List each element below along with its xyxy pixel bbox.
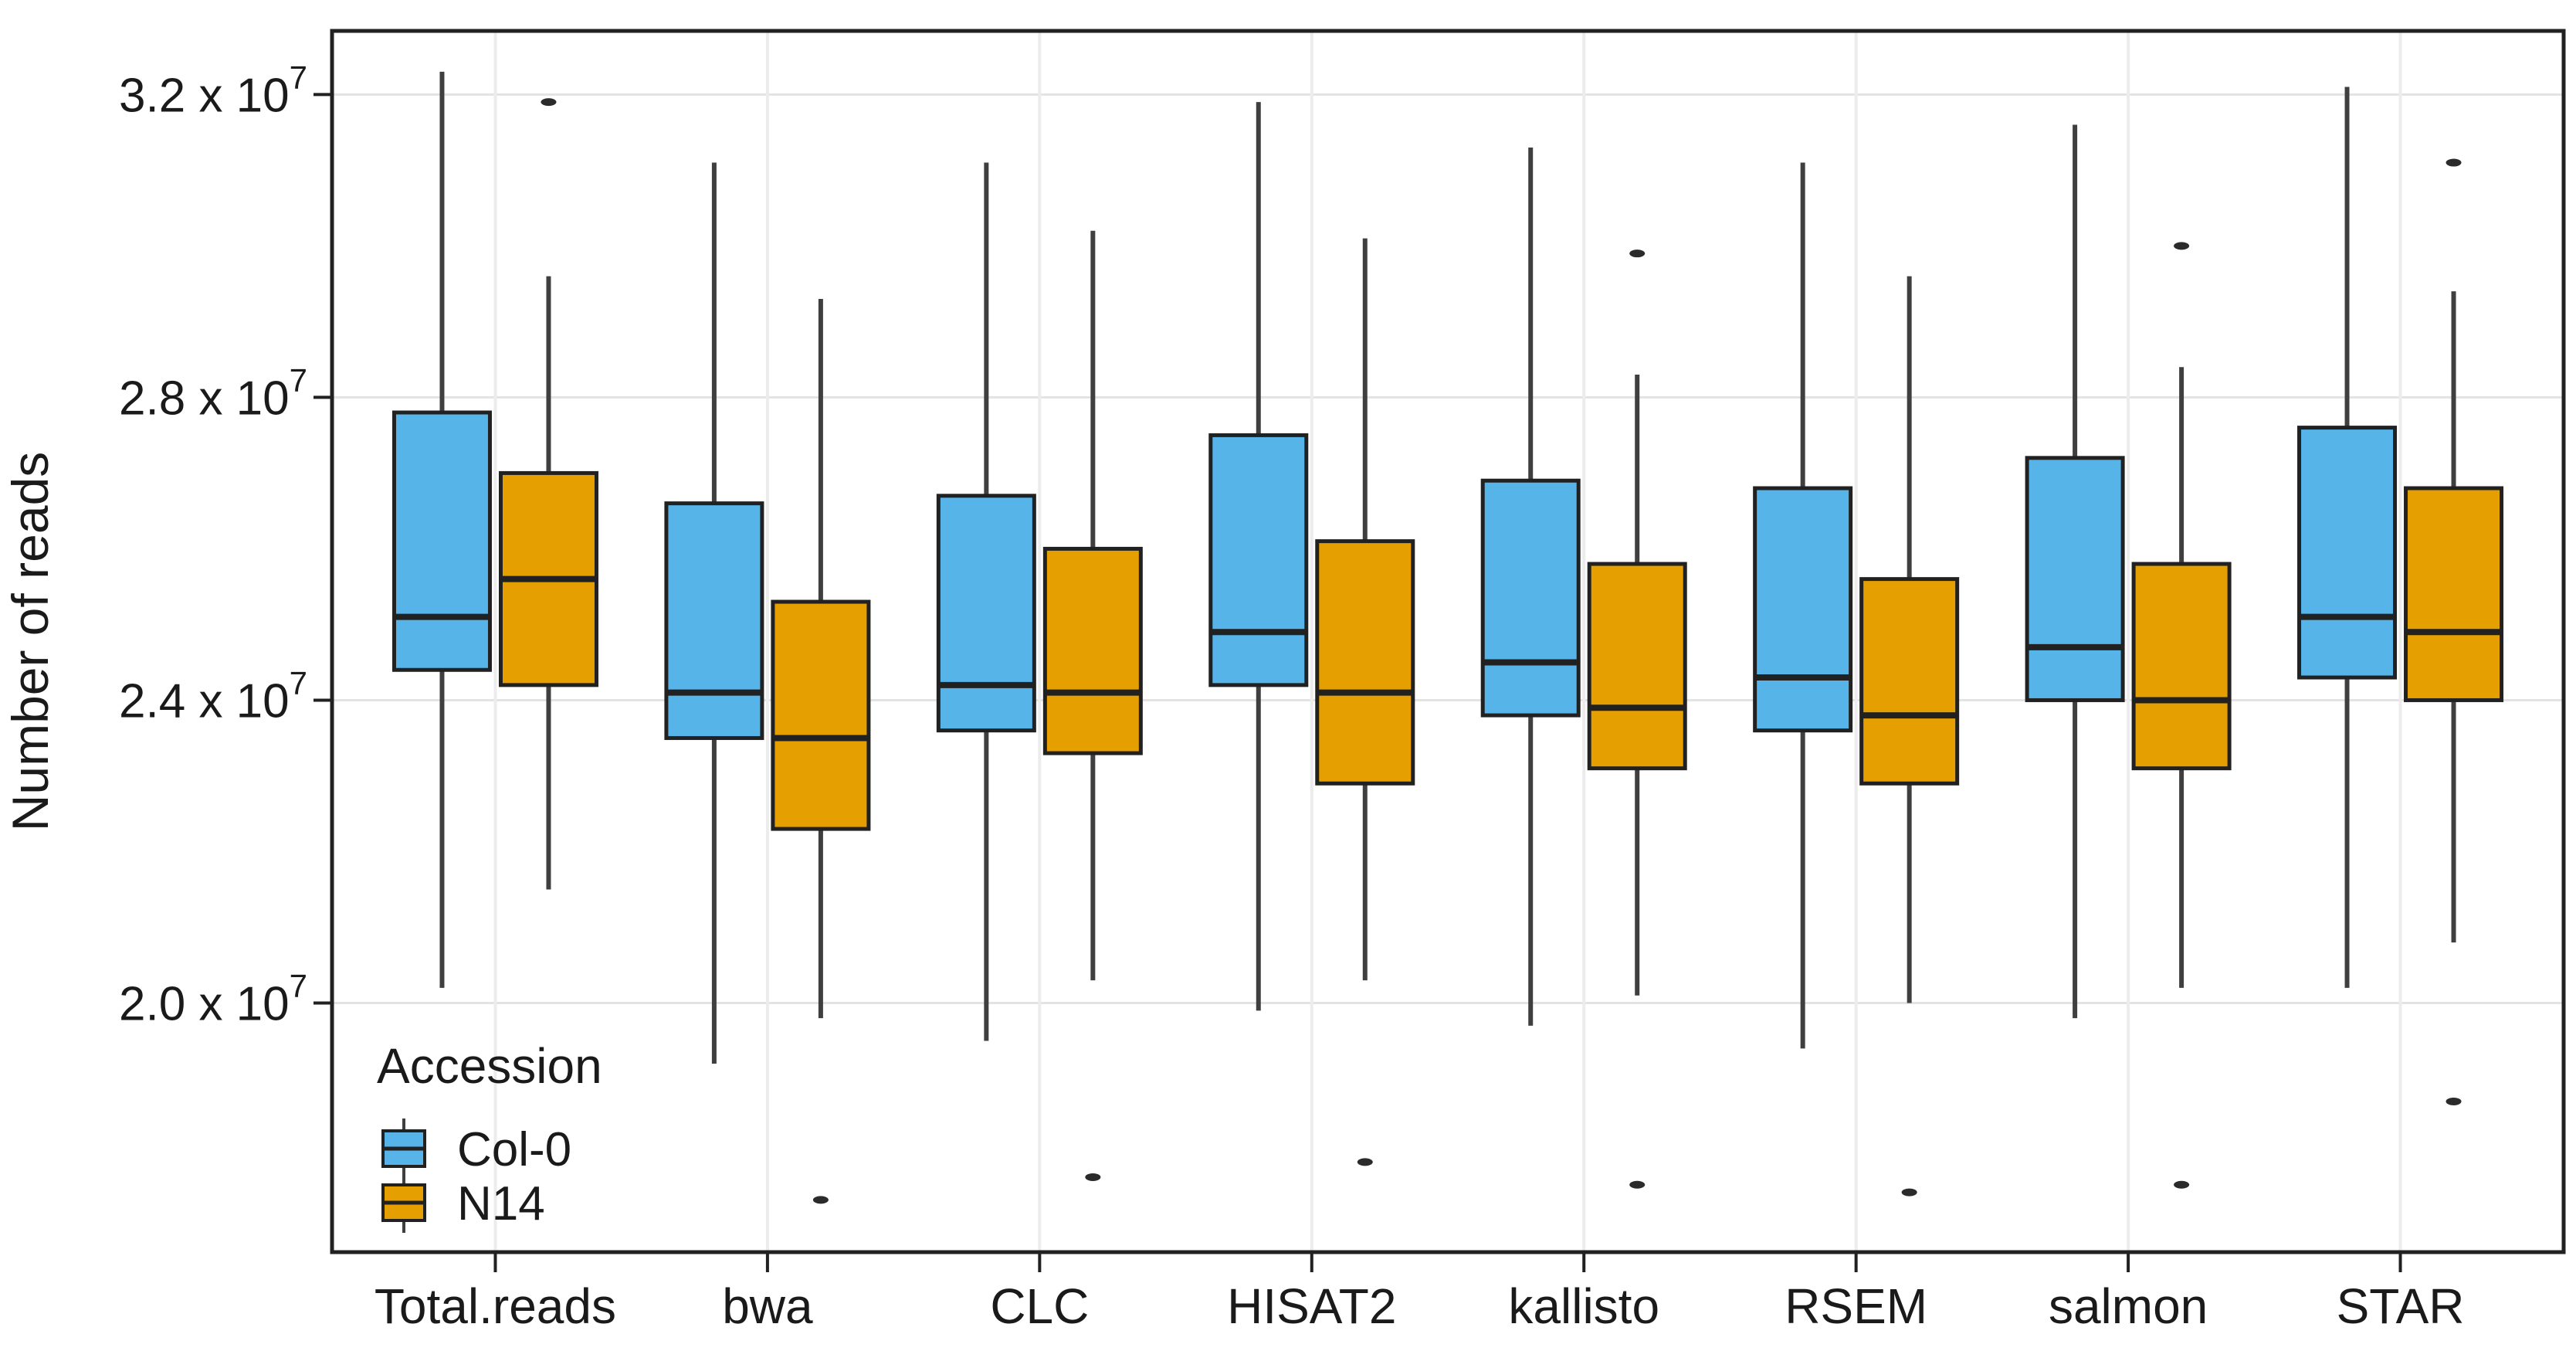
- iqr-box: [1587, 562, 1687, 771]
- box-Col-0-kallisto: [1480, 147, 1581, 1026]
- iqr-box: [664, 501, 764, 740]
- x-tick-label-bwa: bwa: [722, 1278, 813, 1334]
- outlier-point: [2174, 242, 2190, 250]
- box-N14-CLC: [1042, 230, 1143, 1181]
- y-tick-label: 2.0 x 107: [119, 968, 307, 1031]
- y-tick-label: 2.8 x 107: [119, 362, 307, 425]
- iqr-box: [1208, 433, 1309, 687]
- x-tick-label-HISAT2: HISAT2: [1227, 1278, 1396, 1334]
- x-tick-label-CLC: CLC: [990, 1278, 1089, 1334]
- box-Col-0-Total.reads: [391, 71, 492, 988]
- iqr-box: [1859, 577, 1960, 786]
- boxplot-marks: [391, 71, 2504, 1204]
- box-Col-0-STAR: [2297, 87, 2398, 988]
- box-N14-HISAT2: [1315, 238, 1415, 1166]
- legend-entry-Col-0: Col-0: [381, 1118, 571, 1179]
- x-axis: Total.reads bwa CLC HISAT2 kallisto RSEM salmo…: [375, 1252, 2465, 1334]
- x-tick-label-STAR: STAR: [2337, 1278, 2465, 1334]
- iqr-box: [2025, 456, 2125, 702]
- gridlines: [332, 31, 2564, 1252]
- box-Col-0-RSEM: [1753, 162, 1853, 1049]
- x-tick-label-kallisto: kallisto: [1508, 1278, 1659, 1334]
- legend-entry-N14: N14: [381, 1173, 545, 1233]
- outlier-point: [2174, 1180, 2190, 1189]
- box-Col-0-HISAT2: [1208, 102, 1309, 1011]
- y-tick-label: 2.4 x 107: [119, 664, 307, 728]
- x-tick-label-RSEM: RSEM: [1785, 1278, 1927, 1334]
- outlier-point: [2446, 158, 2462, 167]
- outlier-point: [1085, 1173, 1101, 1181]
- box-N14-RSEM: [1859, 276, 1960, 1197]
- iqr-box: [936, 494, 1036, 733]
- legend-label-N14: N14: [457, 1177, 545, 1230]
- iqr-box: [2131, 562, 2232, 771]
- box-Col-0-CLC: [936, 162, 1036, 1041]
- iqr-box: [391, 410, 492, 672]
- box-N14-salmon: [2131, 242, 2232, 1189]
- legend-title: Accession: [377, 1038, 602, 1094]
- iqr-box: [1315, 539, 1415, 786]
- box-N14-STAR: [2404, 158, 2504, 1105]
- y-axis-title: Number of reads: [2, 452, 59, 832]
- outlier-point: [541, 98, 557, 107]
- iqr-box: [771, 599, 871, 831]
- x-tick-label-salmon: salmon: [2049, 1278, 2208, 1334]
- x-tick-label-Total.reads: Total.reads: [375, 1278, 616, 1334]
- iqr-box: [1042, 546, 1143, 755]
- iqr-box: [2297, 426, 2398, 680]
- outlier-point: [2446, 1097, 2462, 1105]
- box-N14-bwa: [771, 298, 871, 1204]
- box-N14-Total.reads: [498, 98, 598, 890]
- outlier-point: [1629, 249, 1646, 258]
- outlier-point: [1629, 1180, 1646, 1189]
- outlier-point: [1901, 1188, 1917, 1197]
- iqr-box: [2404, 486, 2504, 702]
- y-tick-label: 3.2 x 107: [119, 59, 307, 122]
- y-axis: 2.0 x 107 2.4 x 107 2.8 x 107 3.2 x 107: [119, 59, 332, 1031]
- iqr-box: [1480, 478, 1581, 718]
- box-Col-0-salmon: [2025, 124, 2125, 1019]
- outlier-point: [1357, 1158, 1373, 1166]
- iqr-box: [1753, 486, 1853, 733]
- outlier-point: [812, 1196, 829, 1204]
- panel-border: [330, 29, 2566, 1254]
- box-Col-0-bwa: [664, 162, 764, 1064]
- legend-label-Col-0: Col-0: [457, 1123, 571, 1176]
- box-N14-kallisto: [1587, 249, 1687, 1189]
